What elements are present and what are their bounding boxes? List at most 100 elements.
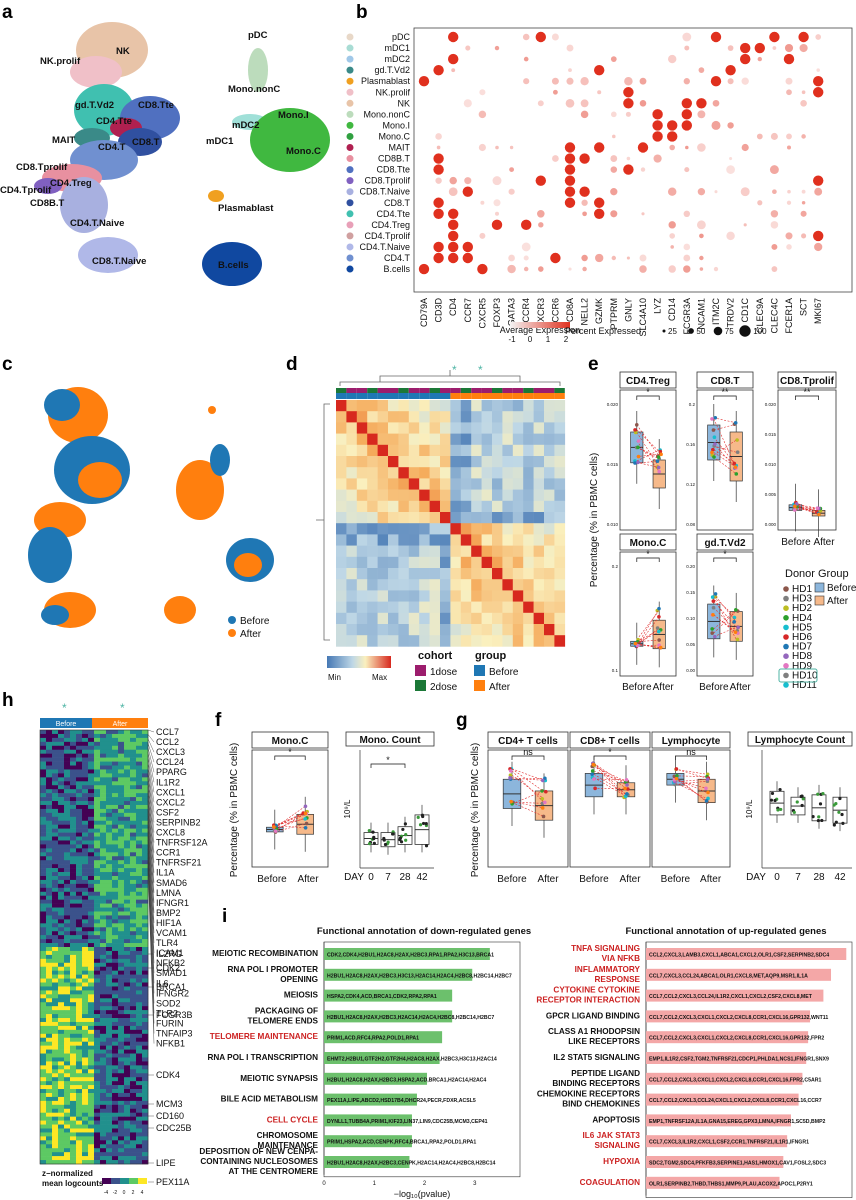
heat-cell bbox=[124, 954, 131, 960]
heat-cell bbox=[106, 1120, 113, 1125]
heat-cell bbox=[118, 915, 125, 920]
sig-bracket bbox=[713, 557, 737, 562]
heat-cell bbox=[46, 1160, 53, 1165]
heat-cell bbox=[94, 1073, 101, 1078]
y-axis-label: Percentage (% in PBMC cells) bbox=[589, 453, 600, 588]
heat-cell bbox=[136, 1041, 143, 1046]
heat-cell bbox=[124, 899, 131, 904]
point bbox=[636, 445, 640, 450]
heat-cell bbox=[130, 883, 137, 889]
heat-cell bbox=[471, 433, 482, 446]
point bbox=[713, 592, 718, 596]
heat-cell bbox=[76, 1049, 83, 1054]
paired-line bbox=[274, 817, 306, 830]
dot bbox=[816, 68, 820, 72]
legend-title-2: mean logcounts bbox=[42, 1179, 104, 1188]
heat-cell bbox=[533, 512, 545, 524]
cohort-bar bbox=[346, 388, 357, 393]
heat-cell bbox=[142, 808, 149, 814]
row-label: CD4.Treg bbox=[371, 220, 410, 230]
heat-cell bbox=[100, 958, 107, 964]
dot bbox=[670, 245, 674, 249]
heat-cell bbox=[88, 931, 95, 936]
heat-cell bbox=[450, 635, 462, 647]
heat-cell bbox=[88, 753, 95, 758]
heat-cell bbox=[82, 852, 89, 857]
heat-cell bbox=[429, 411, 441, 423]
heat-cell bbox=[398, 568, 410, 580]
dot bbox=[564, 142, 576, 153]
heat-cell bbox=[124, 781, 131, 786]
heat-cell bbox=[46, 848, 53, 853]
heat-cell bbox=[356, 624, 368, 636]
dot bbox=[697, 188, 706, 196]
heat-cell bbox=[82, 875, 89, 881]
heat-cell bbox=[142, 1089, 149, 1094]
heat-cell bbox=[58, 931, 65, 936]
dot bbox=[509, 145, 514, 150]
heat-cell bbox=[58, 919, 65, 924]
heat-cell bbox=[481, 635, 493, 647]
heat-cell bbox=[336, 411, 347, 423]
heat-cell bbox=[118, 1152, 125, 1157]
cluster-label: CD8.Tte bbox=[138, 100, 174, 111]
heat-cell bbox=[118, 765, 125, 770]
heat-cell bbox=[58, 986, 65, 991]
heat-cell bbox=[533, 534, 545, 546]
heat-cell bbox=[52, 1045, 59, 1050]
heat-cell bbox=[58, 761, 65, 766]
heat-cell bbox=[46, 1148, 53, 1153]
heat-cell bbox=[471, 444, 482, 457]
left-dendrogram bbox=[316, 403, 330, 641]
heat-cell bbox=[130, 1081, 137, 1086]
leader-line bbox=[147, 734, 155, 743]
gene-label: FCGR3B bbox=[156, 1010, 193, 1020]
heat-cell bbox=[112, 808, 119, 814]
bar-frame bbox=[645, 941, 853, 1198]
heat-cell bbox=[94, 1156, 101, 1161]
dot bbox=[681, 120, 692, 131]
dot bbox=[684, 167, 690, 173]
heat-cell bbox=[502, 624, 514, 636]
heat-cell bbox=[52, 1053, 59, 1058]
heat-cell bbox=[130, 1144, 137, 1149]
heat-cell bbox=[112, 978, 119, 983]
heat-cell bbox=[136, 733, 143, 739]
heat-cell bbox=[94, 1148, 101, 1153]
heat-cell bbox=[106, 1124, 113, 1129]
heat-cell bbox=[388, 624, 399, 636]
term-bar bbox=[324, 1010, 453, 1023]
heat-cell bbox=[450, 534, 462, 546]
heat-cell bbox=[377, 590, 389, 602]
heat-cell bbox=[94, 911, 101, 916]
term-label: IL6 JAK STAT3 bbox=[583, 1131, 641, 1140]
heat-cell bbox=[419, 635, 430, 647]
sig-label: ** bbox=[803, 387, 811, 397]
heat-cell bbox=[58, 939, 65, 944]
heat-cell bbox=[481, 523, 493, 535]
heat-cell bbox=[136, 974, 143, 979]
gene-label: CD3D bbox=[434, 298, 444, 323]
heat-cell bbox=[58, 757, 65, 762]
heat-cell bbox=[136, 954, 143, 960]
heat-cell bbox=[82, 737, 89, 743]
heat-cell bbox=[118, 741, 125, 747]
heat-cell bbox=[64, 1140, 71, 1145]
legend-tick: -4 bbox=[104, 1190, 109, 1196]
heat-cell bbox=[554, 624, 566, 636]
group-bar bbox=[481, 393, 492, 399]
heat-cell bbox=[106, 1014, 113, 1019]
count-ylabel: 10⁹/L bbox=[343, 799, 352, 819]
heat-cell bbox=[112, 1096, 119, 1102]
heat-cell bbox=[94, 812, 101, 818]
heat-cell bbox=[58, 943, 65, 948]
heat-cell bbox=[502, 568, 514, 580]
heat-cell bbox=[523, 545, 534, 558]
heat-cell bbox=[52, 1089, 59, 1094]
heat-cell bbox=[136, 749, 143, 754]
heat-cell bbox=[76, 966, 83, 971]
heat-cell bbox=[544, 400, 555, 412]
heat-cell bbox=[367, 478, 378, 490]
heat-cell bbox=[408, 400, 420, 412]
heat-cell bbox=[70, 730, 77, 735]
